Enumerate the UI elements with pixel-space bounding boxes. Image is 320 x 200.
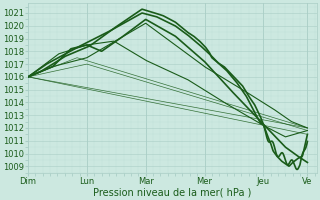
X-axis label: Pression niveau de la mer( hPa ): Pression niveau de la mer( hPa ) [93, 187, 252, 197]
